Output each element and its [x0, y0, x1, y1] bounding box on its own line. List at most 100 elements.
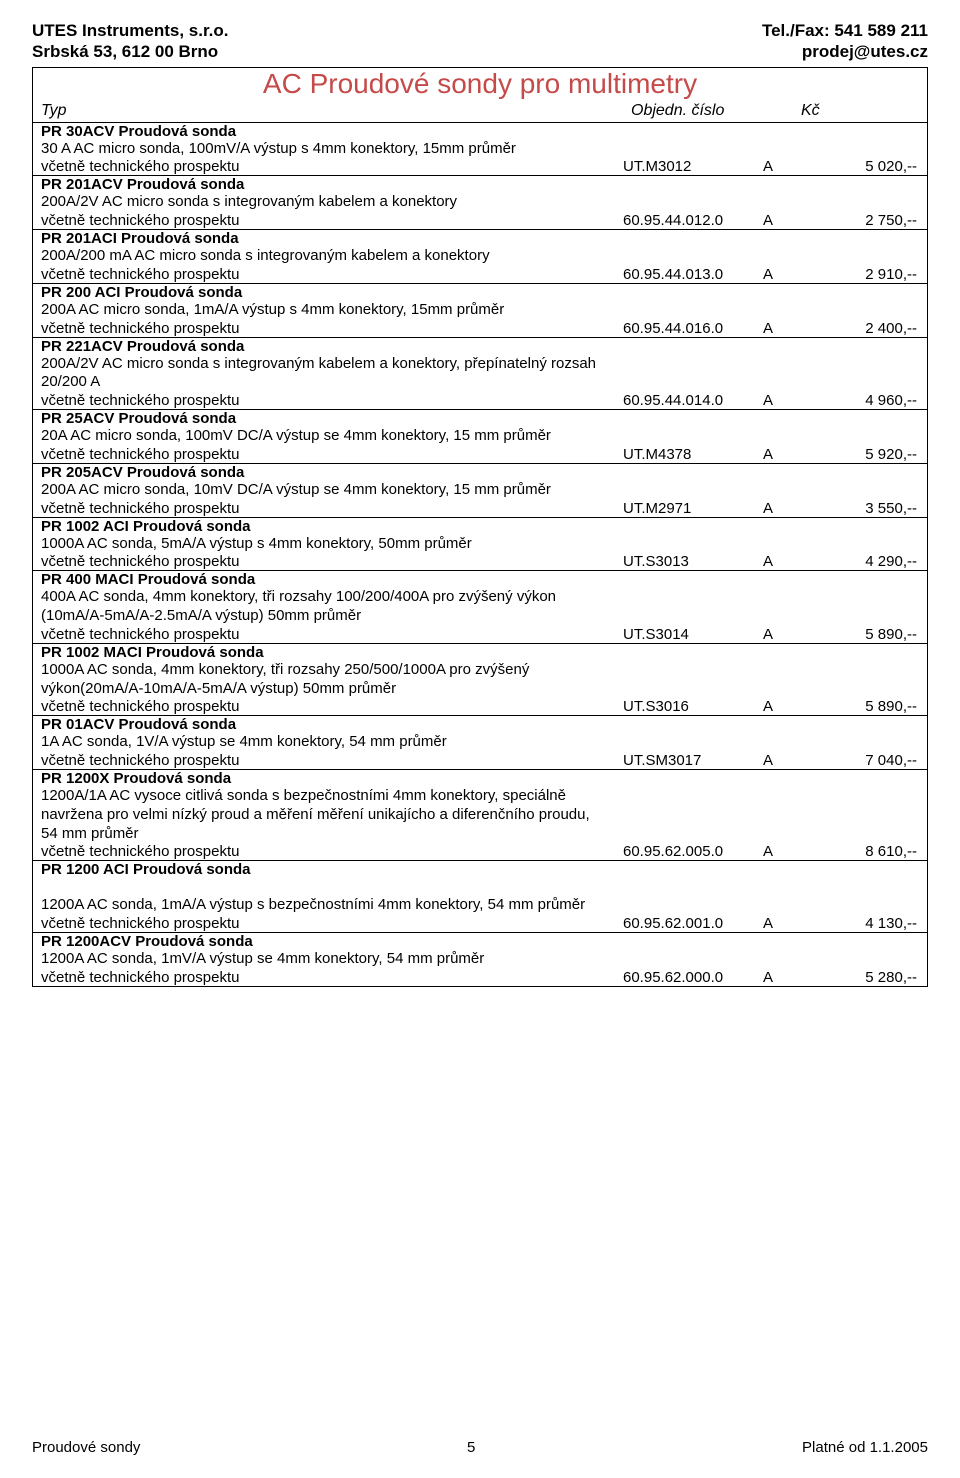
price-row: včetně technického prospektu60.95.44.016…: [41, 320, 919, 337]
product-description: 200A AC micro sonda, 10mV DC/A výstup se…: [41, 481, 601, 500]
price: 4 960,--: [811, 392, 919, 409]
header-contact-block: Tel./Fax: 541 589 211 prodej@utes.cz: [762, 20, 928, 63]
product-description: 1200A AC sonda, 1mA/A výstup s bezpečnos…: [41, 896, 601, 915]
price: 4 130,--: [811, 915, 919, 932]
category-letter: A: [763, 698, 811, 715]
product-name: PR 25ACV Proudová sonda: [41, 410, 919, 427]
product-name: PR 200 ACI Proudová sonda: [41, 284, 919, 301]
category-letter: A: [763, 843, 811, 860]
order-code: 60.95.44.013.0: [623, 266, 763, 283]
category-letter: A: [763, 969, 811, 986]
product-name: PR 1200X Proudová sonda: [41, 770, 919, 787]
price-row: včetně technického prospektuUT.M4378A5 9…: [41, 446, 919, 463]
page-header: UTES Instruments, s.r.o. Srbská 53, 612 …: [32, 20, 928, 63]
product-row: PR 205ACV Proudová sonda200A AC micro so…: [33, 463, 927, 517]
price: 5 920,--: [811, 446, 919, 463]
product-row: PR 201ACV Proudová sonda200A/2V AC micro…: [33, 175, 927, 229]
price-row: včetně technického prospektuUT.M2971A3 5…: [41, 500, 919, 517]
product-row: PR 1200X Proudová sonda1200A/1A AC vysoc…: [33, 769, 927, 860]
product-row: PR 1002 ACI Proudová sonda1000A AC sonda…: [33, 517, 927, 571]
col-objedn-header: Objedn. číslo: [631, 102, 801, 120]
product-name: PR 221ACV Proudová sonda: [41, 338, 919, 355]
price-line-label: včetně technického prospektu: [41, 626, 623, 643]
price: 7 040,--: [811, 752, 919, 769]
product-row: PR 1002 MACI Proudová sonda1000A AC sond…: [33, 643, 927, 716]
price-row: včetně technického prospektu60.95.62.005…: [41, 843, 919, 860]
category-letter: A: [763, 158, 811, 175]
footer-left: Proudové sondy: [32, 1439, 140, 1456]
price: 5 280,--: [811, 969, 919, 986]
price-line-label: včetně technického prospektu: [41, 392, 623, 409]
price-line-label: včetně technického prospektu: [41, 915, 623, 932]
category-letter: A: [763, 266, 811, 283]
price: 3 550,--: [811, 500, 919, 517]
product-description: 1200A/1A AC vysoce citlivá sonda s bezpe…: [41, 787, 601, 843]
col-typ-header: Typ: [41, 102, 631, 120]
price-row: včetně technického prospektu60.95.62.000…: [41, 969, 919, 986]
product-row: PR 201ACI Proudová sonda200A/200 mA AC m…: [33, 229, 927, 283]
price-row: včetně technického prospektuUT.S3013A4 2…: [41, 553, 919, 570]
product-description: 400A AC sonda, 4mm konektory, tři rozsah…: [41, 588, 601, 626]
price-line-label: včetně technického prospektu: [41, 752, 623, 769]
order-code: 60.95.62.005.0: [623, 843, 763, 860]
products-table: PR 30ACV Proudová sonda30 A AC micro son…: [32, 123, 928, 987]
product-name: PR 201ACV Proudová sonda: [41, 176, 919, 193]
order-code: UT.M2971: [623, 500, 763, 517]
category-letter: A: [763, 446, 811, 463]
price-row: včetně technického prospektuUT.M3012A5 0…: [41, 158, 919, 175]
product-row: PR 1200 ACI Proudová sonda 1200A AC sonda…: [33, 860, 927, 932]
product-row: PR 400 MACI Proudová sonda400A AC sonda,…: [33, 570, 927, 643]
product-name: PR 30ACV Proudová sonda: [41, 123, 919, 140]
product-name: PR 201ACI Proudová sonda: [41, 230, 919, 247]
product-description: 30 A AC micro sonda, 100mV/A výstup s 4m…: [41, 140, 601, 159]
category-letter: A: [763, 626, 811, 643]
title-box: AC Proudové sondy pro multimetry Typ Obj…: [32, 67, 928, 123]
product-description: 1000A AC sonda, 4mm konektory, tři rozsa…: [41, 661, 601, 699]
order-code: 60.95.62.000.0: [623, 969, 763, 986]
product-description: 200A/200 mA AC micro sonda s integrovaný…: [41, 247, 601, 266]
price-row: včetně technického prospektu60.95.44.014…: [41, 392, 919, 409]
order-code: 60.95.62.001.0: [623, 915, 763, 932]
price-line-label: včetně technického prospektu: [41, 698, 623, 715]
price-line-label: včetně technického prospektu: [41, 212, 623, 229]
page-title: AC Proudové sondy pro multimetry: [41, 68, 919, 100]
order-code: 60.95.44.014.0: [623, 392, 763, 409]
order-code: UT.S3014: [623, 626, 763, 643]
order-code: 60.95.44.016.0: [623, 320, 763, 337]
price: 5 890,--: [811, 698, 919, 715]
header-company-block: UTES Instruments, s.r.o. Srbská 53, 612 …: [32, 20, 229, 63]
product-name: PR 400 MACI Proudová sonda: [41, 571, 919, 588]
price-line-label: včetně technického prospektu: [41, 843, 623, 860]
product-description: 1A AC sonda, 1V/A výstup se 4mm konektor…: [41, 733, 601, 752]
price-line-label: včetně technického prospektu: [41, 446, 623, 463]
email: prodej@utes.cz: [762, 41, 928, 62]
product-description: 20A AC micro sonda, 100mV DC/A výstup se…: [41, 427, 601, 446]
product-name: PR 1200 ACI Proudová sonda: [41, 861, 919, 878]
product-description: 1000A AC sonda, 5mA/A výstup s 4mm konek…: [41, 535, 601, 554]
product-description: 200A AC micro sonda, 1mA/A výstup s 4mm …: [41, 301, 601, 320]
footer-right: Platné od 1.1.2005: [802, 1439, 928, 1456]
product-name: PR 1002 ACI Proudová sonda: [41, 518, 919, 535]
category-letter: A: [763, 915, 811, 932]
product-row: PR 221ACV Proudová sonda200A/2V AC micro…: [33, 337, 927, 410]
order-code: UT.M3012: [623, 158, 763, 175]
product-row: PR 25ACV Proudová sonda20A AC micro sond…: [33, 409, 927, 463]
price-row: včetně technického prospektuUT.S3014A5 8…: [41, 626, 919, 643]
price: 5 020,--: [811, 158, 919, 175]
order-code: UT.S3016: [623, 698, 763, 715]
order-code: UT.M4378: [623, 446, 763, 463]
category-letter: A: [763, 212, 811, 229]
price-row: včetně technického prospektuUT.SM3017A7 …: [41, 752, 919, 769]
company-address: Srbská 53, 612 00 Brno: [32, 41, 229, 62]
price: 4 290,--: [811, 553, 919, 570]
price: 2 400,--: [811, 320, 919, 337]
price-row: včetně technického prospektu60.95.44.013…: [41, 266, 919, 283]
category-letter: A: [763, 752, 811, 769]
price: 2 910,--: [811, 266, 919, 283]
product-description: 200A/2V AC micro sonda s integrovaným ka…: [41, 193, 601, 212]
category-letter: A: [763, 500, 811, 517]
product-row: PR 01ACV Proudová sonda1A AC sonda, 1V/A…: [33, 715, 927, 769]
price-line-label: včetně technického prospektu: [41, 969, 623, 986]
product-row: PR 200 ACI Proudová sonda200A AC micro s…: [33, 283, 927, 337]
category-letter: A: [763, 320, 811, 337]
